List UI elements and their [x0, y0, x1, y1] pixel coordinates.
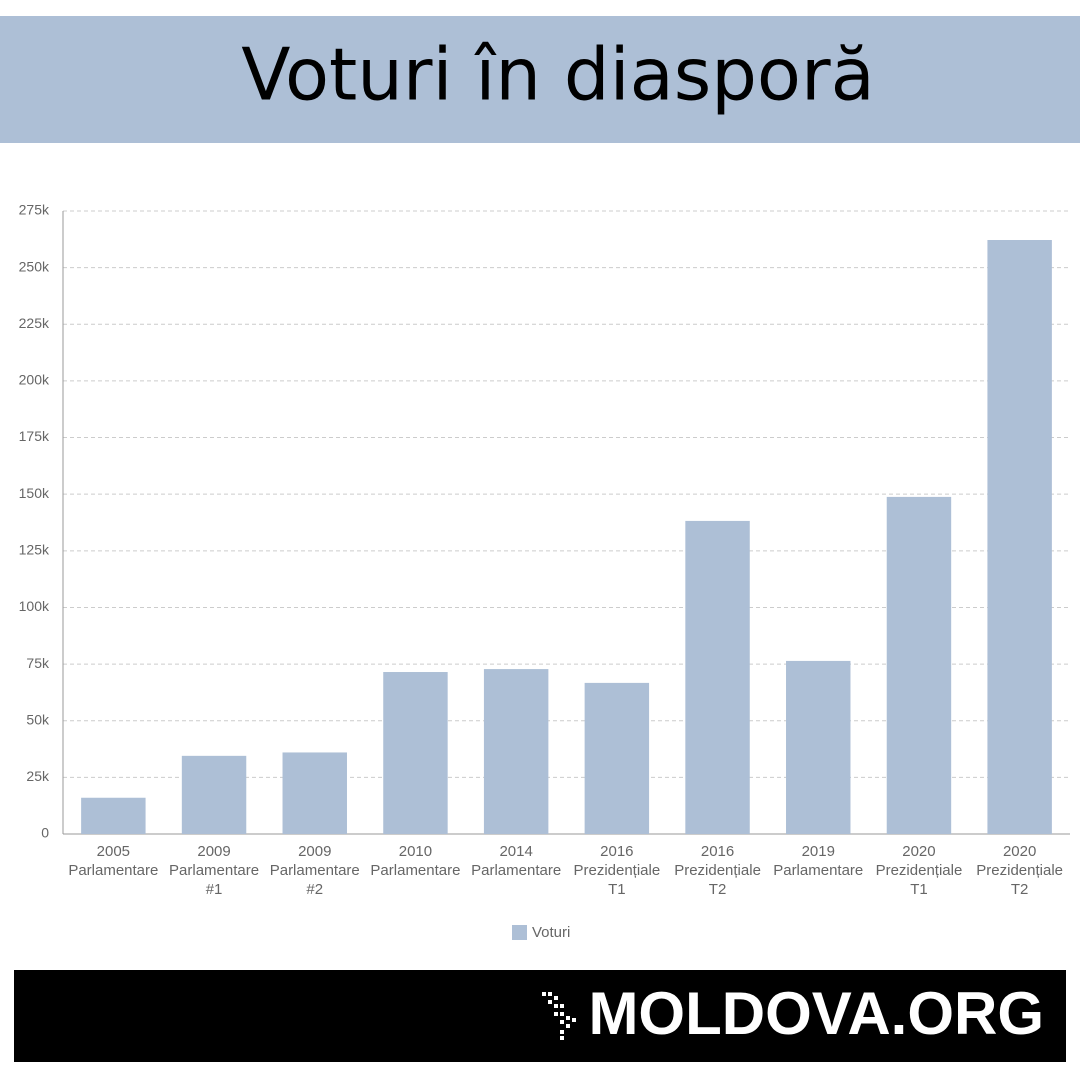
x-tick-label: T2	[1011, 881, 1029, 898]
legend-label: Voturi	[532, 924, 570, 941]
y-tick-label: 225k	[19, 315, 50, 331]
footer-logo: MOLDOVA.ORG	[588, 980, 1044, 1047]
x-tick-label: 2016	[600, 843, 633, 860]
x-tick-label: 2009	[197, 843, 230, 860]
bar	[81, 797, 146, 834]
x-tick-label: #1	[206, 881, 223, 898]
x-tick-label: Prezidențiale	[976, 862, 1063, 879]
bar	[786, 660, 851, 834]
y-tick-label: 150k	[19, 485, 50, 501]
legend-swatch	[512, 925, 527, 940]
y-tick-label: 125k	[19, 542, 50, 558]
y-tick-label: 50k	[26, 711, 50, 727]
x-tick-label: Prezidențiale	[674, 862, 761, 879]
bar	[584, 682, 650, 834]
y-tick-label: 275k	[19, 202, 50, 218]
footer-band	[14, 970, 1066, 1062]
x-tick-label: Parlamentare	[471, 862, 561, 879]
bar	[685, 520, 750, 834]
header-band	[0, 16, 1080, 143]
x-tick-label: Parlamentare	[270, 862, 360, 879]
y-tick-label: 25k	[26, 768, 50, 784]
x-tick-label: 2010	[399, 843, 432, 860]
y-tick-label: 0	[41, 825, 49, 841]
x-tick-label: 2016	[701, 843, 734, 860]
y-tick-label: 175k	[19, 428, 50, 444]
x-tick-label: Parlamentare	[370, 862, 460, 879]
x-tick-label: Prezidențiale	[573, 862, 660, 879]
x-tick-label: 2009	[298, 843, 331, 860]
x-tick-label: 2014	[499, 843, 532, 860]
bar	[483, 669, 549, 834]
x-tick-label: 2019	[802, 843, 835, 860]
x-tick-label: #2	[306, 881, 323, 898]
x-tick-label: 2020	[902, 843, 935, 860]
y-tick-label: 75k	[26, 655, 50, 671]
x-tick-label: T2	[709, 881, 727, 898]
x-tick-label: Parlamentare	[68, 862, 158, 879]
y-tick-label: 100k	[19, 598, 50, 614]
x-tick-label: 2020	[1003, 843, 1036, 860]
y-tick-label: 250k	[19, 258, 50, 274]
bar	[181, 755, 247, 834]
bar	[886, 496, 952, 834]
x-tick-label: Parlamentare	[773, 862, 863, 879]
x-tick-label: Parlamentare	[169, 862, 259, 879]
bar	[383, 672, 448, 834]
y-tick-label: 200k	[19, 372, 50, 388]
bar	[282, 752, 347, 834]
x-tick-label: Prezidențiale	[876, 862, 963, 879]
logo-icon	[542, 992, 576, 1040]
chart-title: Voturi în diasporă	[241, 33, 874, 117]
x-tick-label: T1	[608, 881, 626, 898]
bar	[987, 239, 1052, 835]
x-tick-label: 2005	[97, 843, 130, 860]
x-tick-label: T1	[910, 881, 928, 898]
